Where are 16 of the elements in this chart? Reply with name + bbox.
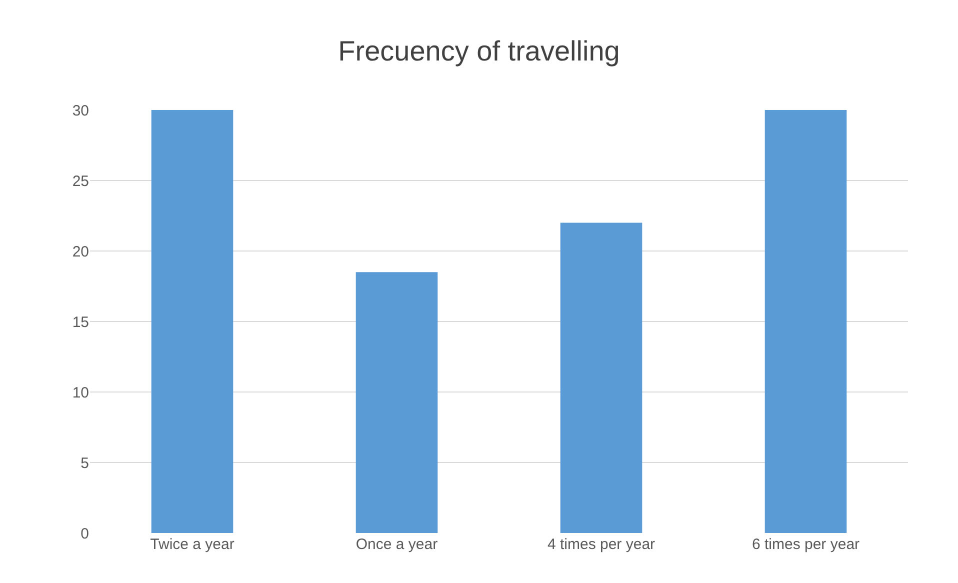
bar bbox=[560, 222, 642, 533]
y-tick-label: 30 bbox=[72, 102, 89, 120]
x-tick-label: Twice a year bbox=[150, 536, 234, 553]
y-tick-label: 20 bbox=[72, 243, 89, 260]
chart-title: Frecuency of travelling bbox=[338, 35, 620, 66]
bar bbox=[151, 110, 234, 533]
y-tick-label: 15 bbox=[72, 314, 89, 331]
y-tick-label: 0 bbox=[80, 525, 89, 542]
bar bbox=[356, 272, 438, 533]
x-tick-label: Once a year bbox=[356, 536, 438, 553]
bar bbox=[764, 110, 847, 533]
y-tick-label: 5 bbox=[80, 454, 89, 472]
y-tick-label: 10 bbox=[72, 384, 89, 402]
x-tick-label: 4 times per year bbox=[547, 536, 656, 553]
x-tick-label: 6 times per year bbox=[752, 536, 860, 553]
y-tick-label: 25 bbox=[72, 172, 89, 190]
